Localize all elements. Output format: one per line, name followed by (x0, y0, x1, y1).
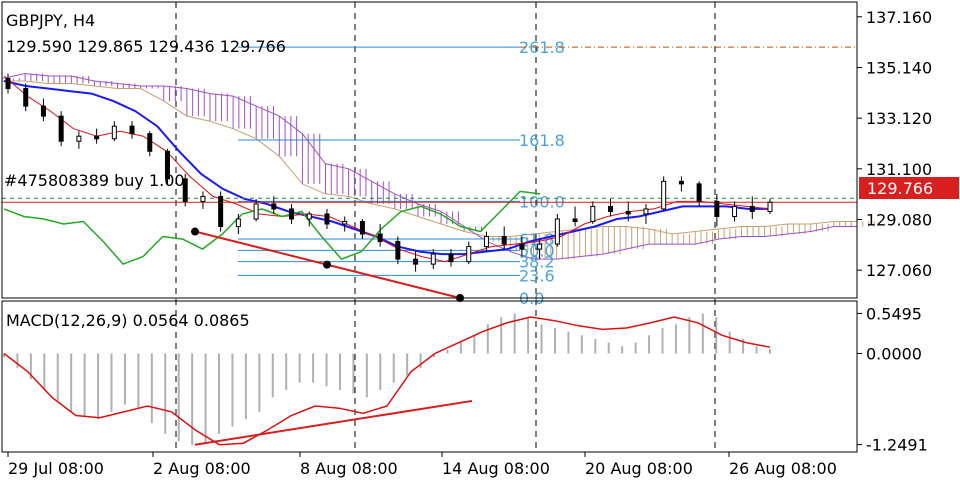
candle-body (537, 243, 543, 250)
candle-body (253, 203, 259, 220)
kijun-line (3, 80, 770, 256)
candle-body (164, 150, 170, 180)
macd-tick-label: 0.0000 (866, 345, 922, 364)
price-tick-label: 135.140 (866, 58, 932, 77)
trendline-point (191, 227, 199, 236)
candle-body (342, 220, 348, 225)
candle-body (483, 236, 489, 248)
candle-body (306, 213, 312, 220)
macd-label: MACD(12,26,9) 0.0564 0.0865 (6, 311, 250, 330)
price-tick-label: 137.160 (866, 8, 932, 27)
candle-body (359, 220, 365, 235)
candle-body (749, 205, 755, 212)
candle-body (23, 88, 29, 107)
candlesticks[interactable] (5, 73, 773, 272)
time-tick-label: 2 Aug 08:00 (153, 459, 251, 478)
chikou-line (3, 190, 541, 265)
candle-body (235, 218, 241, 228)
macd-signal-line (3, 316, 771, 446)
candle-body (608, 205, 614, 212)
time-tick-label: 8 Aug 08:00 (300, 459, 398, 478)
candle-body (324, 213, 330, 225)
candle-body (554, 218, 560, 245)
candle-body (696, 183, 702, 202)
ohlc-readout: 129.590 129.865 129.436 129.766 (6, 37, 286, 56)
candle-body (40, 105, 46, 117)
time-tick-label: 26 Aug 08:00 (729, 459, 837, 478)
fib-level-label: 261.8 (519, 38, 565, 57)
candle-body (395, 241, 401, 260)
candle-body (501, 236, 507, 245)
candle-body (129, 125, 135, 135)
candle-body (413, 258, 419, 265)
fib-level-label: 161.8 (519, 131, 565, 150)
macd-tick-label: -1.2491 (866, 436, 928, 455)
candle-body (643, 208, 649, 215)
candle-body (430, 253, 436, 265)
symbol-label: GBPJPY, H4 (6, 11, 95, 30)
candle-body (111, 125, 117, 140)
candle-body (519, 243, 525, 250)
axes: 137.160 135.140 133.120 131.100 129.080 127.0… (1, 1, 932, 478)
current-price-tag: 129.766 (859, 177, 959, 199)
candle-body (147, 133, 153, 152)
fib-level-label: 38.2 (519, 253, 555, 272)
ichimoku-cloud (1, 72, 875, 260)
candle-body (572, 218, 578, 222)
candle-body (714, 200, 720, 217)
trendline-point (323, 260, 331, 269)
fib-level-label: 23.6 (519, 266, 555, 285)
order-label: #475808389 buy 1.00 (4, 171, 185, 190)
price-tick-label: 127.060 (866, 261, 932, 280)
macd-divergence-line (194, 399, 473, 446)
candle-body (377, 233, 383, 243)
candle-body (732, 205, 738, 217)
time-tick-label: 20 Aug 08:00 (585, 459, 693, 478)
macd-panel (3, 313, 771, 446)
candle-body (271, 203, 277, 210)
candle-body (182, 178, 188, 202)
current-price-label: 129.766 (867, 179, 933, 198)
candle-body (661, 180, 667, 210)
time-tick-label: 14 Aug 08:00 (442, 459, 550, 478)
candle-body (448, 253, 454, 263)
span-a-line (2, 80, 857, 237)
price-tick-label: 129.080 (866, 210, 932, 229)
price-panel-frame (1, 1, 858, 299)
candle-body (5, 78, 11, 90)
candle-body (218, 195, 224, 228)
candle-body (200, 195, 206, 202)
candle-body (94, 135, 100, 140)
chart-grid (175, 2, 716, 452)
candle-body (76, 135, 82, 142)
macd-panel-frame (1, 300, 858, 453)
candle-body (58, 115, 64, 142)
span-b-line (1, 72, 857, 260)
candle-body (625, 210, 631, 215)
candle-body (289, 208, 295, 220)
candle-body (678, 180, 684, 185)
time-tick-label: 29 Jul 08:00 (8, 459, 104, 478)
trendline[interactable] (191, 227, 464, 302)
price-tick-label: 133.120 (866, 109, 932, 128)
candle-body (590, 205, 596, 222)
price-tick-label: 131.100 (866, 160, 932, 179)
macd-tick-label: 0.5495 (866, 304, 922, 323)
candle-body (466, 246, 472, 263)
indicator-lines (2, 75, 857, 265)
candle-body (767, 201, 773, 212)
fib-level-label: 50.0 (519, 241, 555, 260)
